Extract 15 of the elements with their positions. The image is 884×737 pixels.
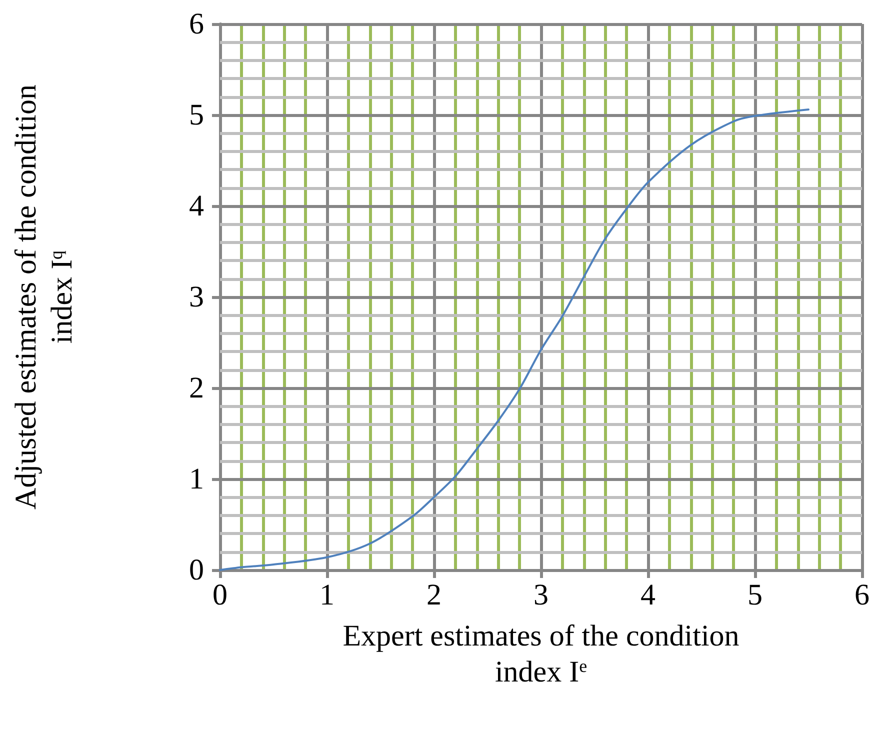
y-tick-label: 6 (189, 8, 204, 40)
x-tick-label: 5 (748, 578, 762, 612)
line-series (219, 108, 810, 571)
y-tick-label: 0 (189, 554, 204, 586)
x-tick-label: 0 (212, 578, 228, 612)
x-tick-label: 6 (854, 578, 870, 612)
x-tick-label: 3 (534, 578, 548, 612)
x-tick-label: 2 (426, 578, 442, 612)
x-tick-label: 4 (640, 578, 656, 612)
y-tick-label: 1 (189, 462, 204, 496)
y-tick-label: 4 (189, 190, 204, 222)
y-tick-label: 3 (189, 280, 204, 314)
x-tick-label: 1 (320, 578, 334, 612)
y-tick-label: 5 (189, 98, 204, 132)
y-tick-label: 2 (189, 372, 204, 404)
